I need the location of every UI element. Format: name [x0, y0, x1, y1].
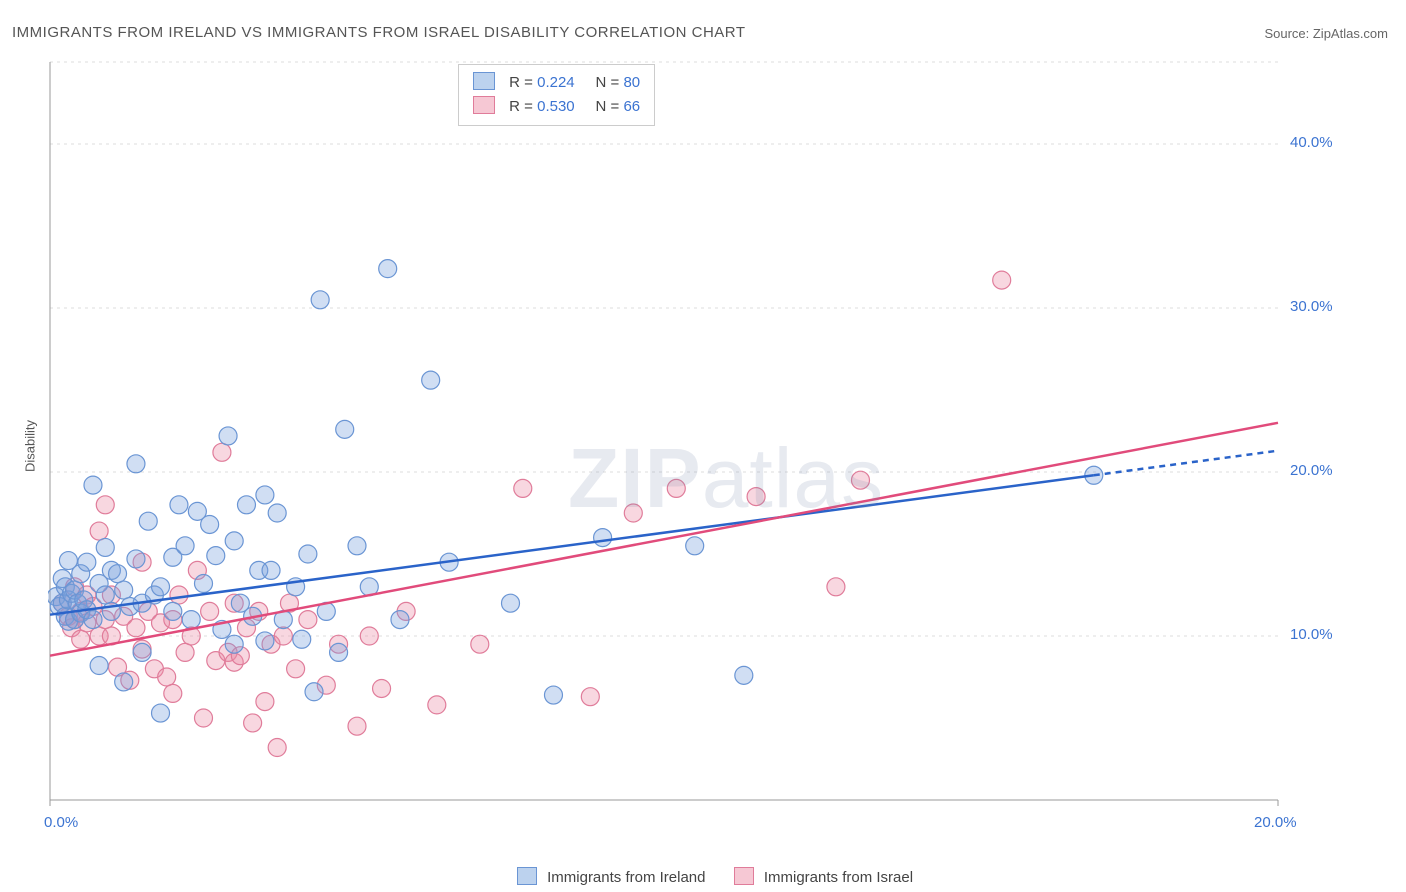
swatch-israel-icon [473, 96, 495, 114]
y-tick: 20.0% [1290, 462, 1333, 479]
legend-label-ireland: Immigrants from Ireland [547, 869, 705, 886]
correlation-legend: R = 0.224 N = 80 R = 0.530 N = 66 [458, 64, 655, 126]
chart-area: ZIPatlas R = 0.224 N = 80 R = 0.530 N = … [48, 60, 1348, 830]
n-value-ireland: 80 [623, 74, 640, 91]
source-prefix: Source: [1264, 26, 1312, 41]
swatch-israel-icon [734, 867, 754, 885]
r-value-ireland: 0.224 [537, 74, 575, 91]
y-axis-label: Disability [23, 420, 38, 472]
y-tick: 10.0% [1290, 626, 1333, 643]
r-label: R = [509, 98, 533, 115]
scatter-plot [48, 60, 1348, 830]
n-label: N = [596, 74, 620, 91]
source-link[interactable]: ZipAtlas.com [1313, 26, 1388, 41]
x-tick-0: 0.0% [44, 814, 78, 831]
y-tick: 40.0% [1290, 134, 1333, 151]
swatch-ireland-icon [473, 72, 495, 90]
legend-row-israel: R = 0.530 N = 66 [473, 95, 640, 119]
source-attribution: Source: ZipAtlas.com [1264, 26, 1388, 41]
legend-label-israel: Immigrants from Israel [764, 869, 913, 886]
legend-row-ireland: R = 0.224 N = 80 [473, 71, 640, 95]
y-tick: 30.0% [1290, 298, 1333, 315]
x-tick-1: 20.0% [1254, 814, 1297, 831]
r-value-israel: 0.530 [537, 98, 575, 115]
chart-title: IMMIGRANTS FROM IRELAND VS IMMIGRANTS FR… [12, 24, 746, 41]
r-label: R = [509, 74, 533, 91]
series-legend: Immigrants from Ireland Immigrants from … [0, 867, 1406, 886]
n-label: N = [596, 98, 620, 115]
n-value-israel: 66 [623, 98, 640, 115]
swatch-ireland-icon [517, 867, 537, 885]
